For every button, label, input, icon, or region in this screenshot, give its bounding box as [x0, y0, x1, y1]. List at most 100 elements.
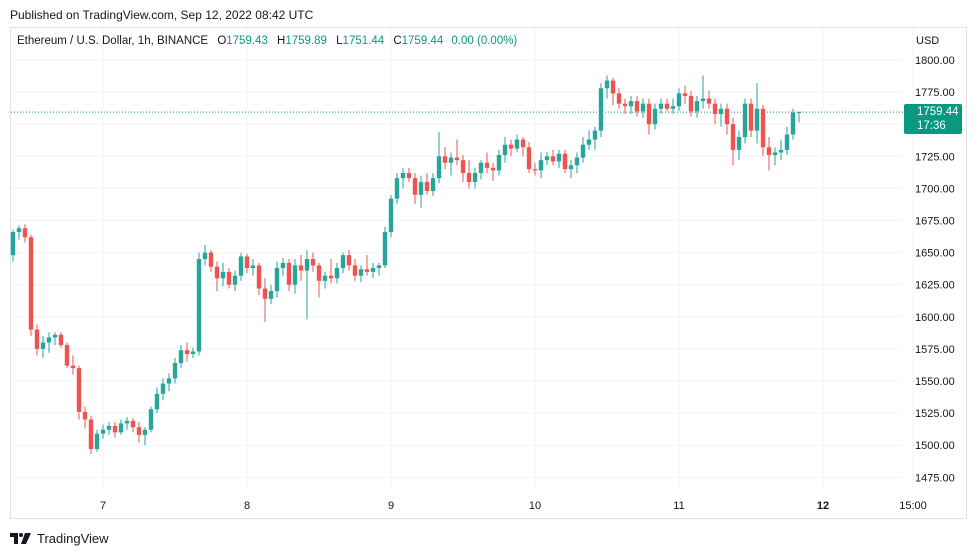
candle — [682, 85, 688, 104]
y-tick-label: 1700.00 — [915, 183, 955, 195]
candle — [364, 255, 370, 276]
candle — [220, 262, 226, 286]
candle — [724, 103, 730, 135]
candle — [718, 103, 724, 127]
candle-body — [580, 144, 586, 158]
candle — [268, 284, 274, 304]
candle — [352, 259, 358, 281]
candle-body — [436, 156, 442, 179]
candle-body — [184, 350, 190, 355]
candle — [292, 259, 298, 294]
candle-body — [22, 228, 28, 238]
candle — [196, 252, 202, 356]
candle — [604, 75, 610, 99]
ohlc-legend: Ethereum / U.S. Dollar, 1h, BINANCE O175… — [17, 35, 517, 47]
candle-body — [358, 269, 364, 276]
candle-body — [298, 265, 304, 271]
candle-body — [244, 256, 250, 269]
candle-body — [754, 108, 760, 131]
candle — [256, 262, 262, 295]
candle — [460, 155, 466, 182]
candle-body — [760, 108, 766, 148]
candle — [610, 77, 616, 105]
x-tick-label: 9 — [388, 500, 394, 512]
candle-body — [178, 350, 184, 364]
candle-body — [124, 420, 130, 424]
candles — [10, 75, 802, 455]
x-tick-label: 11 — [673, 500, 684, 512]
y-tick-label: 1725.00 — [915, 151, 955, 163]
candle — [412, 172, 418, 204]
candle-body — [268, 291, 274, 299]
candle — [766, 137, 772, 171]
candle-body — [718, 108, 724, 114]
candle — [406, 167, 412, 182]
y-tick-label: 1675.00 — [915, 216, 955, 228]
y-tick-label: 1625.00 — [915, 280, 955, 292]
candle — [46, 332, 52, 353]
candle-body — [520, 139, 526, 148]
candle-body — [748, 103, 754, 131]
candle-body — [394, 178, 400, 199]
candle-body — [208, 252, 214, 267]
candle — [664, 98, 670, 112]
candle — [670, 98, 676, 114]
candle — [190, 347, 196, 358]
x-tick-label: 15:00 — [899, 500, 927, 512]
candle-body — [790, 112, 796, 135]
candle-body — [352, 265, 358, 276]
candle — [568, 160, 574, 179]
high-value: 1759.89 — [285, 35, 327, 47]
candle — [778, 139, 784, 161]
candle-body — [52, 334, 58, 338]
candle — [52, 332, 58, 346]
candle — [694, 95, 700, 118]
candle — [514, 134, 520, 153]
candle-body — [598, 88, 604, 131]
candle-body — [334, 268, 340, 279]
candle — [358, 265, 364, 283]
candle — [172, 357, 178, 384]
candle-body — [100, 429, 106, 434]
candle — [466, 160, 472, 189]
candle — [538, 152, 544, 179]
candle — [340, 252, 346, 274]
candle — [202, 244, 208, 266]
candle — [490, 162, 496, 181]
candle-body — [196, 259, 202, 352]
candle — [28, 234, 34, 337]
candle — [226, 268, 232, 289]
candle-body — [388, 198, 394, 233]
candle — [82, 406, 88, 429]
candle — [250, 259, 256, 276]
x-tick-label: 10 — [529, 500, 541, 512]
candle-body — [112, 425, 118, 433]
candle-body — [502, 144, 508, 156]
candle-body — [190, 351, 196, 355]
candle-body — [634, 101, 640, 112]
candle — [748, 98, 754, 138]
candle-body — [448, 157, 454, 163]
candle-body — [484, 162, 490, 168]
candle-body — [154, 393, 160, 410]
candle-body — [664, 103, 670, 109]
candle-body — [676, 93, 682, 107]
candle-body — [70, 365, 76, 369]
candle — [628, 95, 634, 114]
candle-body — [646, 103, 652, 125]
open-label: O — [217, 35, 227, 47]
candle — [502, 137, 508, 163]
candle — [346, 250, 352, 271]
candle-body — [28, 237, 34, 330]
candle-body — [76, 368, 82, 412]
tradingview-logo-icon — [10, 532, 31, 544]
candle-body — [250, 265, 256, 269]
low-value: 1751.44 — [342, 35, 385, 47]
candle — [550, 149, 556, 166]
candle-body — [772, 152, 778, 156]
footer-branding[interactable]: TradingView — [10, 529, 109, 547]
candle — [742, 98, 748, 144]
y-tick-label: 1575.00 — [915, 344, 955, 356]
currency-label: USD — [916, 35, 940, 47]
